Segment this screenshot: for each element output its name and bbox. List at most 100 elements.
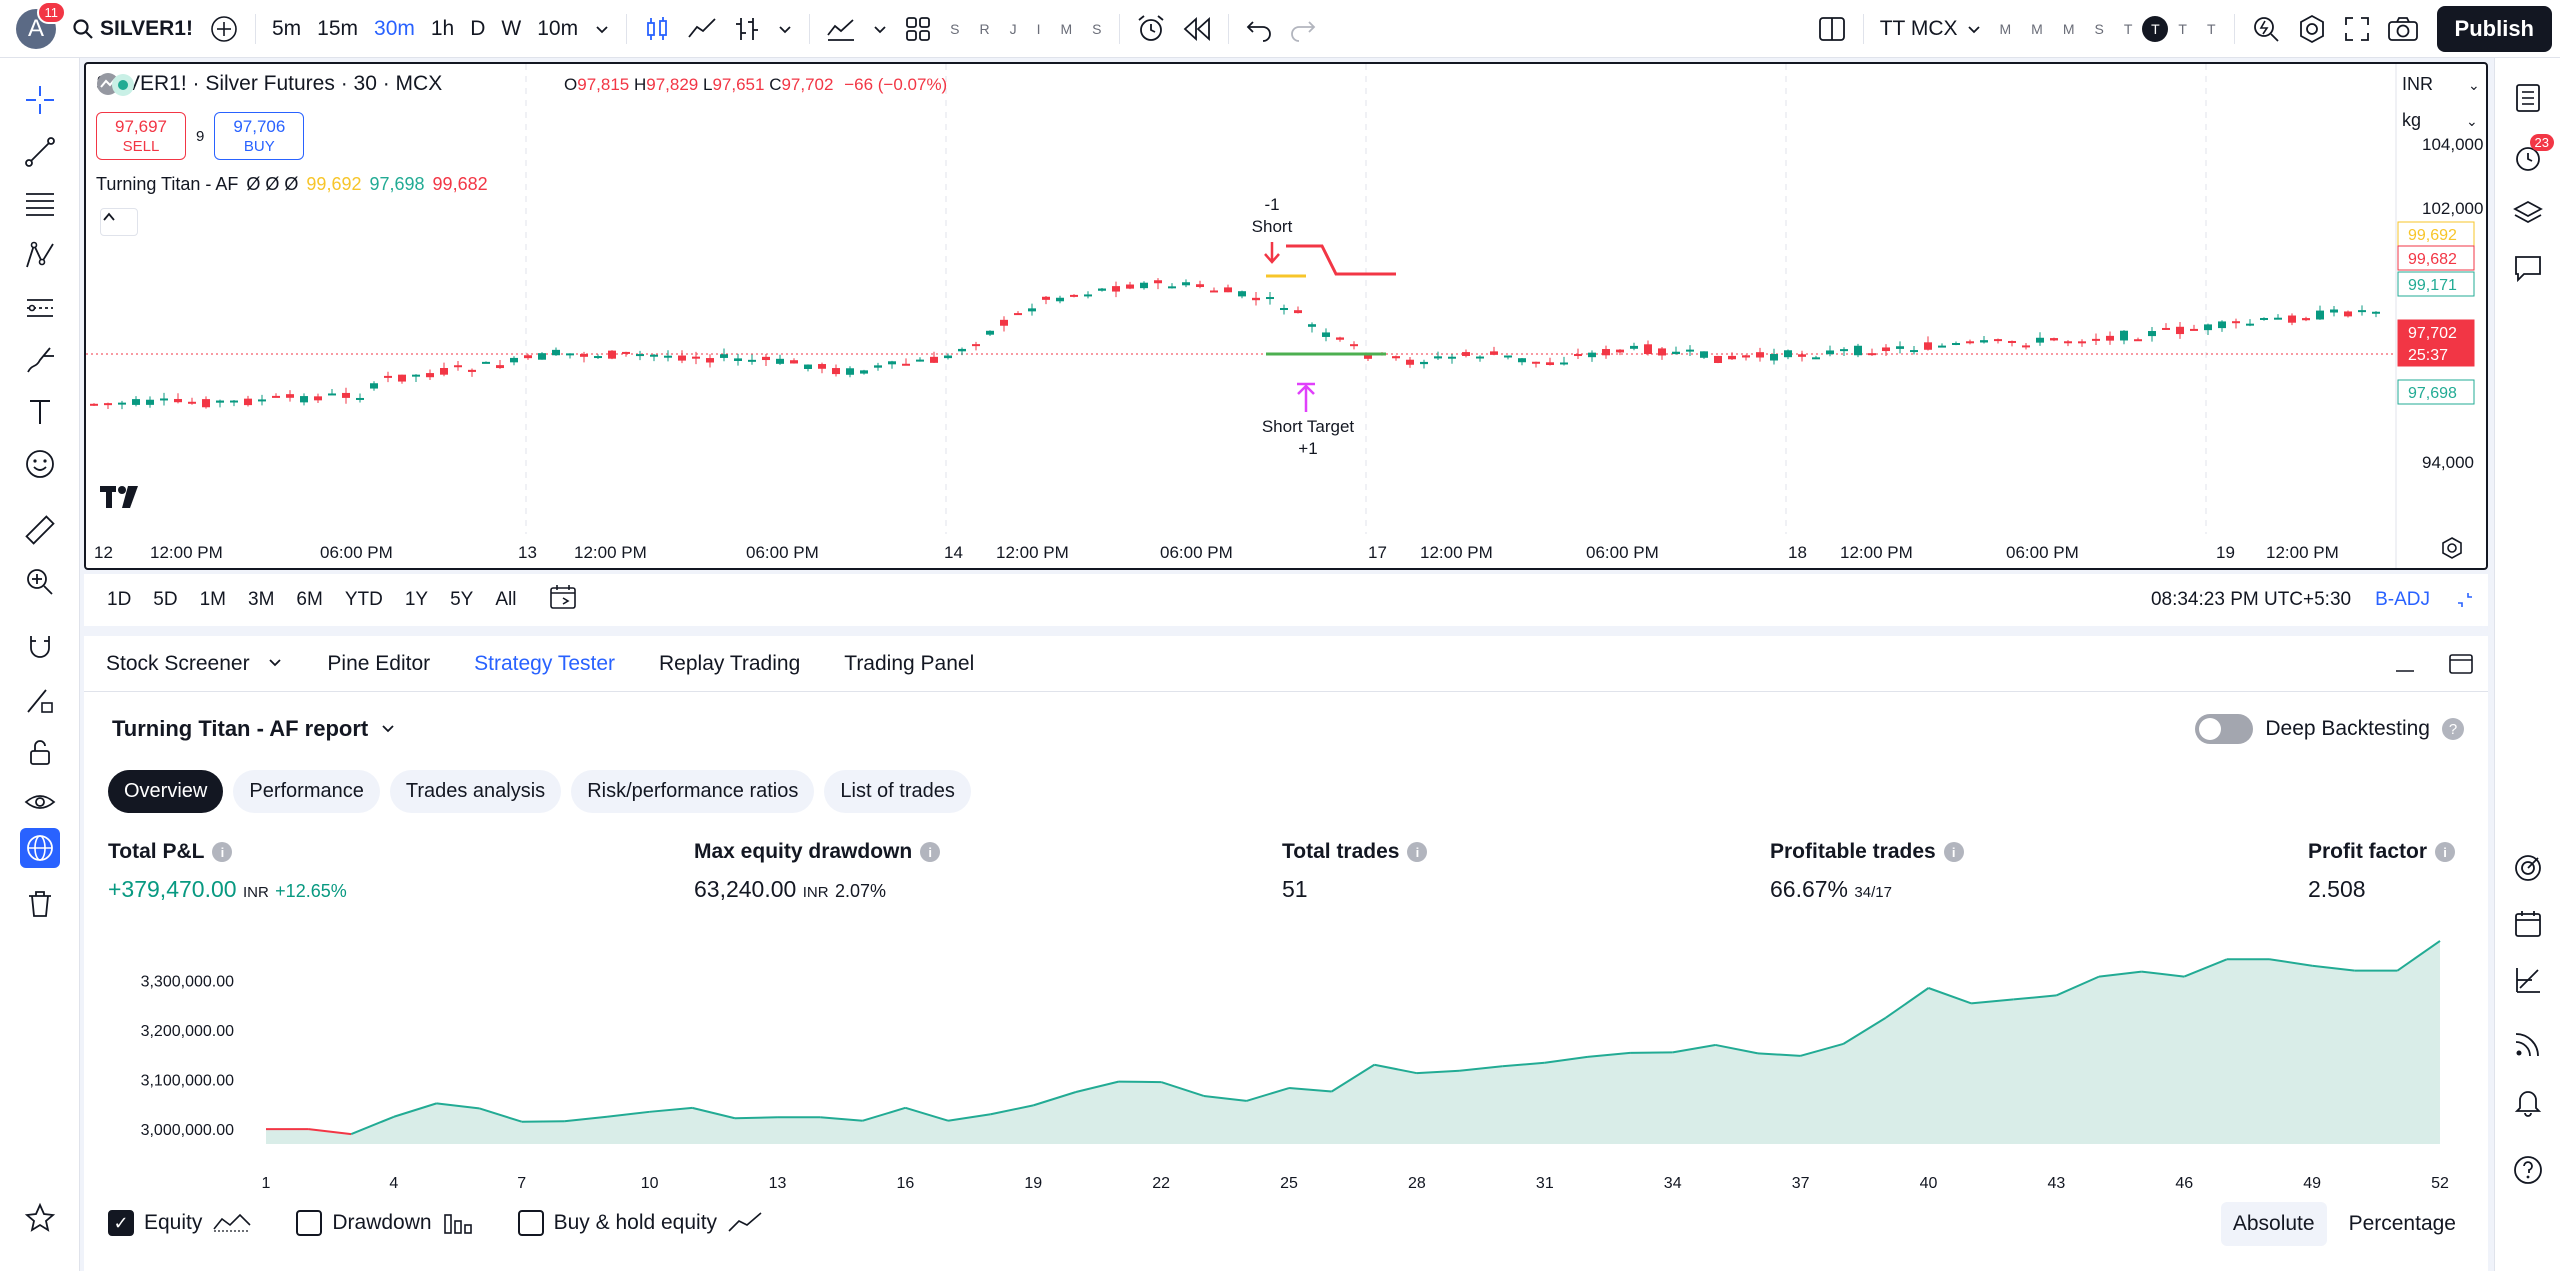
interval-10m[interactable]: 10m xyxy=(537,16,579,40)
help-button[interactable] xyxy=(2508,1150,2548,1190)
template-m-1[interactable]: M xyxy=(1999,20,2012,37)
range-3m[interactable]: 3M xyxy=(248,589,275,610)
percentage-button[interactable]: Percentage xyxy=(2348,1212,2456,1235)
zoom-tool[interactable] xyxy=(20,562,60,602)
template-t-selected[interactable]: T xyxy=(2142,15,2169,42)
layouts-button[interactable] xyxy=(896,9,940,49)
indicators-dropdown[interactable] xyxy=(864,9,896,49)
drawdown-checkbox[interactable] xyxy=(296,1210,323,1236)
symbol-search[interactable]: SILVER1! xyxy=(64,9,201,49)
template-t-1[interactable]: T xyxy=(2123,20,2133,37)
object-tree-button[interactable] xyxy=(2508,194,2548,234)
target-button[interactable] xyxy=(2508,848,2548,888)
template-m-2[interactable]: M xyxy=(2031,20,2043,37)
replay-button[interactable] xyxy=(1174,9,1220,49)
tab-strategy-tester[interactable]: Strategy Tester xyxy=(474,651,616,675)
lock-drawings-tool[interactable] xyxy=(20,732,60,772)
unit-select[interactable]: kg ⌄ xyxy=(2402,110,2478,130)
emoji-tool[interactable] xyxy=(20,444,60,484)
drawdown-toggle[interactable]: Drawdown xyxy=(296,1210,473,1236)
equity-toggle[interactable]: ✓ Equity xyxy=(108,1210,252,1236)
quick-s-2[interactable]: S xyxy=(1092,20,1102,37)
crosshair-tool[interactable] xyxy=(20,80,60,120)
collapse-legend-button[interactable] xyxy=(100,208,138,236)
absolute-button[interactable]: Absolute xyxy=(2220,1202,2327,1246)
pill-overview[interactable]: Overview xyxy=(108,770,224,813)
range-1y[interactable]: 1Y xyxy=(404,589,429,610)
adjustment-toggle[interactable]: B-ADJ xyxy=(2375,589,2430,610)
magnet-tool[interactable] xyxy=(20,628,60,668)
settings-button[interactable] xyxy=(2289,9,2335,49)
candles-svg[interactable]: -1 Short Short Target +1 104,000 102,000 94,00… xyxy=(86,64,2486,568)
pattern-tool[interactable] xyxy=(20,236,60,276)
minimize-icon[interactable] xyxy=(2390,649,2420,679)
alert-button[interactable] xyxy=(1128,9,1174,49)
range-6m[interactable]: 6M xyxy=(296,589,323,610)
interval-5m[interactable]: 5m xyxy=(271,16,302,40)
maximize-corner-icon[interactable] xyxy=(2454,589,2476,611)
info-icon[interactable]: i xyxy=(1407,842,1428,862)
stream-button[interactable] xyxy=(2508,1024,2548,1064)
range-ytd[interactable]: YTD xyxy=(344,589,383,610)
range-5d[interactable]: 5D xyxy=(153,589,178,610)
trend-line-tool[interactable] xyxy=(20,132,60,172)
quick-s-1[interactable]: S xyxy=(950,20,960,37)
alerts-button[interactable]: 23 xyxy=(2508,134,2554,178)
layout-panels-button[interactable] xyxy=(1809,9,1855,49)
quick-r[interactable]: R xyxy=(979,20,990,37)
fib-tool[interactable] xyxy=(20,184,60,224)
pill-risk-ratios[interactable]: Risk/performance ratios xyxy=(571,770,815,813)
ruler-tool[interactable] xyxy=(20,510,60,550)
interval-w[interactable]: W xyxy=(501,16,522,40)
pill-performance[interactable]: Performance xyxy=(233,770,380,813)
fullscreen-button[interactable] xyxy=(2335,9,2379,49)
info-icon[interactable]: i xyxy=(2435,842,2456,862)
quick-i[interactable]: I xyxy=(1036,20,1041,37)
template-t-3[interactable]: T xyxy=(2178,20,2187,37)
price-chart[interactable]: -1 Short Short Target +1 104,000 102,000 94,00… xyxy=(84,62,2488,570)
pill-list-of-trades[interactable]: List of trades xyxy=(824,770,971,813)
quick-j[interactable]: J xyxy=(1009,20,1017,37)
axis-settings-icon[interactable] xyxy=(2440,536,2464,560)
chart-type-dropdown[interactable] xyxy=(769,9,801,49)
globe-tool[interactable] xyxy=(20,828,60,868)
help-icon[interactable]: ? xyxy=(2442,718,2464,740)
tab-replay-trading[interactable]: Replay Trading xyxy=(659,651,801,675)
brush-tool[interactable] xyxy=(20,340,60,380)
watchlist-star[interactable] xyxy=(20,1198,60,1238)
template-selector[interactable]: TT MCX xyxy=(1872,9,1990,49)
quick-search-button[interactable] xyxy=(2243,9,2289,49)
info-icon[interactable]: i xyxy=(212,842,233,862)
info-icon[interactable]: i xyxy=(1943,842,1964,862)
range-5y[interactable]: 5Y xyxy=(450,589,474,610)
interval-1h[interactable]: 1h xyxy=(430,16,455,40)
interval-15m[interactable]: 15m xyxy=(317,16,359,40)
compare-symbol-button[interactable] xyxy=(201,9,247,49)
hide-objects-tool[interactable] xyxy=(20,784,60,824)
calendar-button[interactable] xyxy=(2508,904,2548,944)
equity-chart[interactable]: 3,000,000.00 3,100,000.00 3,200,000.00 3,30… xyxy=(84,926,2488,1196)
candles-chart-button[interactable] xyxy=(635,9,679,49)
range-1d[interactable]: 1D xyxy=(107,589,132,610)
template-t-4[interactable]: T xyxy=(2206,20,2216,37)
indicator-legend[interactable]: Turning Titan - AF Ø Ø Ø 99,692 97,698 9… xyxy=(96,174,488,195)
watchlist-button[interactable] xyxy=(2508,78,2548,118)
tab-trading-panel[interactable]: Trading Panel xyxy=(844,651,975,675)
chart-clock[interactable]: 08:34:23 PM UTC+5:30 xyxy=(2150,589,2352,610)
prediction-tool[interactable] xyxy=(20,288,60,328)
options-button[interactable] xyxy=(2508,960,2548,1000)
publish-button[interactable]: Publish xyxy=(2436,5,2552,52)
range-all[interactable]: All xyxy=(495,589,517,610)
info-icon[interactable]: i xyxy=(920,842,941,862)
currency-select[interactable]: INR ⌄ xyxy=(2402,74,2480,94)
indicators-button[interactable] xyxy=(818,9,864,49)
snapshot-button[interactable] xyxy=(2379,9,2427,49)
maximize-icon[interactable] xyxy=(2446,649,2476,679)
quick-m[interactable]: M xyxy=(1060,20,1073,37)
notifications-button[interactable] xyxy=(2508,1082,2548,1122)
remove-drawings-tool[interactable] xyxy=(20,884,60,924)
tab-pine-editor[interactable]: Pine Editor xyxy=(327,651,431,675)
line-chart-button[interactable] xyxy=(679,9,725,49)
chat-button[interactable] xyxy=(2508,248,2548,288)
deep-backtesting-toggle[interactable] xyxy=(2195,714,2254,744)
